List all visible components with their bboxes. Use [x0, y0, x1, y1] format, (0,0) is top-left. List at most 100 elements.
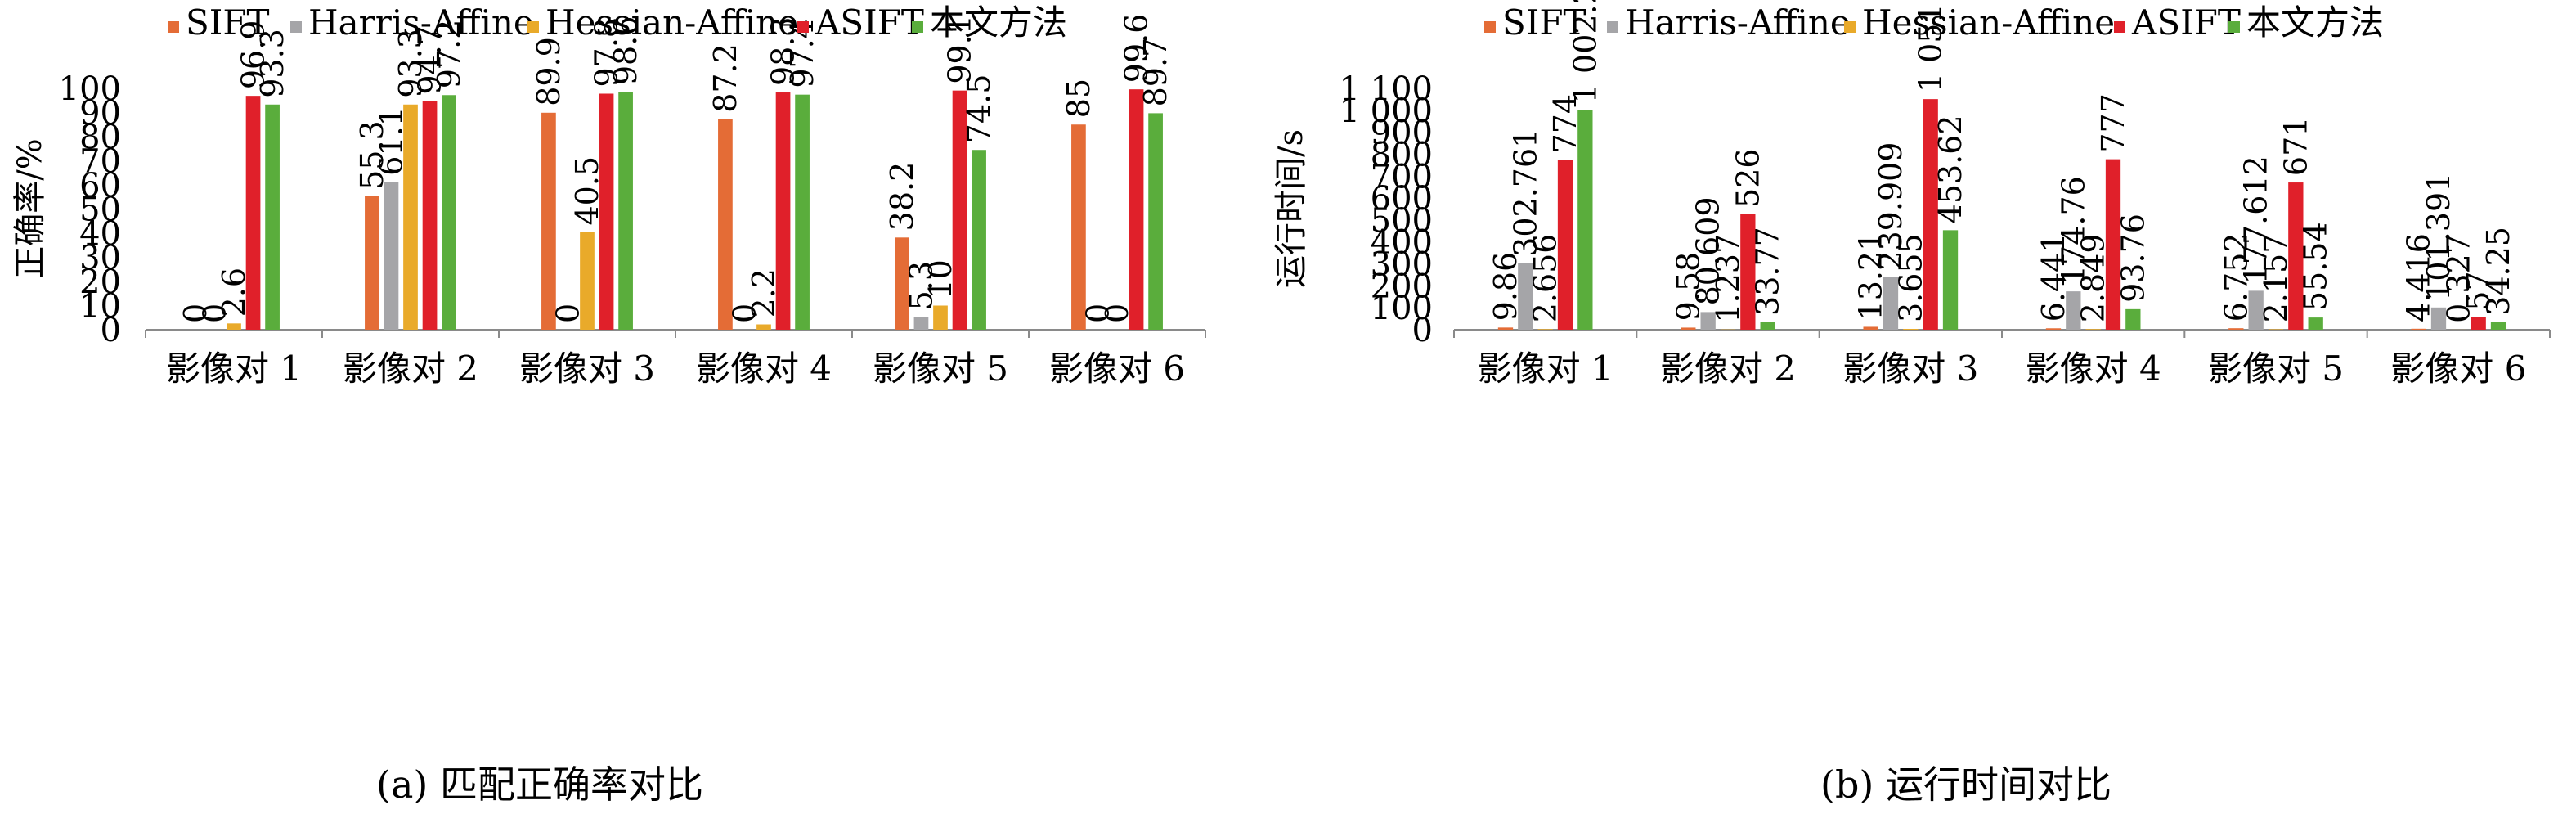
- y-tick-label: 1 000: [1339, 92, 1433, 130]
- bar-b-harrisaffine-4: [2066, 291, 2081, 330]
- data-label: 96.9: [236, 20, 272, 90]
- data-label: 89.9: [531, 37, 567, 106]
- y-tick-label: 0: [101, 312, 121, 349]
- x-category-label: 影像对 6: [2390, 349, 2526, 389]
- data-label: 2.157: [2258, 234, 2294, 323]
- x-category-label: 影像对 3: [1842, 349, 1978, 389]
- legend-swatch: [2228, 21, 2240, 33]
- data-label: 526: [1730, 148, 1766, 208]
- chart-caption: (a) 匹配正确率对比: [376, 762, 703, 807]
- data-label: 6.752: [2218, 232, 2254, 322]
- bar-b-asift-1: [1557, 160, 1573, 330]
- legend-label: ASIFT: [2131, 2, 2241, 43]
- x-category-label: 影像对 5: [2208, 349, 2344, 389]
- legend-swatch: [2114, 21, 2125, 33]
- bar-b-sift-3: [1863, 326, 1878, 330]
- data-label: 3.655: [1892, 233, 1928, 322]
- y-tick-label: 100: [1371, 290, 1433, 327]
- bar-b-harrisaffine-3: [1883, 277, 1899, 330]
- legend-label: SIFT: [1502, 2, 1586, 43]
- legend-label: Harris-Affine: [308, 2, 534, 43]
- bar-b-asift-4: [2105, 159, 2121, 330]
- bar-a--2: [442, 95, 456, 330]
- legend-label: ASIFT: [815, 2, 924, 43]
- data-label: 2.656: [1528, 233, 1564, 322]
- data-label: 93.3: [254, 29, 290, 98]
- bar-a-asift-3: [599, 93, 614, 331]
- bar-b-hessianaffine-1: [1537, 329, 1553, 330]
- bar-a-harrisaffine-5: [913, 317, 929, 330]
- data-label: 55.3: [354, 120, 390, 190]
- legend-swatch: [290, 21, 302, 33]
- bar-a-harrisaffine-2: [384, 182, 399, 330]
- data-label: 93.3: [393, 29, 429, 98]
- data-label: 13.21: [1853, 232, 1889, 321]
- bar-b--5: [2308, 317, 2323, 330]
- bar-b-harrisaffine-5: [2248, 290, 2264, 330]
- data-label: 87.2: [707, 43, 743, 113]
- y-tick-label: 90: [79, 95, 121, 133]
- x-category-label: 影像对 2: [343, 349, 478, 389]
- y-tick-label: 200: [1371, 268, 1433, 305]
- data-label: 0: [196, 304, 232, 323]
- bar-a--3: [618, 92, 633, 330]
- data-label: 2.6: [216, 268, 252, 317]
- data-label: 97.8: [589, 18, 625, 88]
- chart-panel-a: 0102030405060708090100正确率/%002.696.993.3…: [11, 2, 1206, 807]
- y-tick-label: 20: [79, 263, 121, 301]
- data-label: 85: [1061, 79, 1097, 118]
- data-label: 0: [550, 304, 586, 323]
- bar-a--6: [1148, 113, 1163, 330]
- data-label: 0: [177, 304, 213, 323]
- data-label: 99.1: [942, 15, 978, 84]
- legend-label: Hessian-Affine: [545, 2, 798, 43]
- legend-label: 本文方法: [930, 2, 1067, 43]
- data-label: 74.5: [961, 74, 997, 144]
- y-tick-label: 100: [59, 70, 121, 108]
- legend-swatch: [168, 21, 179, 33]
- x-category-label: 影像对 3: [519, 349, 655, 389]
- data-label: 97.2: [431, 20, 467, 89]
- bar-b-harrisaffine-1: [1518, 263, 1533, 330]
- data-label: 2.849: [2076, 233, 2112, 322]
- bar-b-sift-5: [2228, 328, 2244, 330]
- data-label: 671: [2278, 117, 2313, 177]
- data-label: 101.391: [2421, 173, 2457, 301]
- bar-a-hessianaffine-3: [580, 232, 595, 330]
- y-tick-label: 10: [79, 288, 121, 326]
- y-tick-label: 800: [1371, 136, 1433, 173]
- data-label: 302.761: [1507, 128, 1543, 257]
- bar-b--3: [1942, 230, 1959, 330]
- data-label: 99.6: [1119, 14, 1155, 83]
- bar-a-hessianaffine-5: [933, 305, 948, 330]
- bar-a-sift-5: [895, 237, 909, 330]
- bar-a-sift-4: [718, 119, 733, 330]
- bar-b-asift-2: [1740, 214, 1756, 330]
- y-tick-label: 50: [79, 191, 121, 229]
- data-label: 0.327: [2440, 234, 2476, 323]
- bar-a-sift-2: [365, 196, 379, 330]
- x-category-label: 影像对 1: [1478, 349, 1613, 389]
- x-category-label: 影像对 4: [696, 349, 832, 389]
- data-label: 453.62: [1932, 115, 1968, 223]
- data-label: 57: [2461, 271, 2497, 310]
- bar-b-asift-5: [2288, 182, 2304, 330]
- bar-b-asift-3: [1923, 99, 1938, 331]
- data-label: 98.3: [765, 16, 801, 86]
- y-tick-label: 300: [1371, 246, 1433, 284]
- x-category-label: 影像对 6: [1049, 349, 1185, 389]
- legend-label: Hessian-Affine: [1862, 2, 2115, 43]
- bar-a-asift-5: [952, 90, 967, 330]
- x-category-label: 影像对 1: [166, 349, 302, 389]
- bar-b-hessianaffine-5: [2268, 329, 2284, 330]
- bar-b-hessianaffine-4: [2085, 329, 2101, 330]
- data-label: 9.58: [1670, 252, 1706, 322]
- data-label: 2.2: [746, 268, 782, 317]
- y-tick-label: 900: [1371, 115, 1433, 152]
- chart-caption: (b) 运行时间对比: [1820, 762, 2112, 807]
- legend-label: Harris-Affine: [1625, 2, 1851, 43]
- y-tick-label: 500: [1371, 202, 1433, 240]
- legend-swatch: [1607, 21, 1618, 33]
- y-tick-label: 70: [79, 143, 121, 181]
- y-axis-title: 正确率/%: [11, 138, 49, 278]
